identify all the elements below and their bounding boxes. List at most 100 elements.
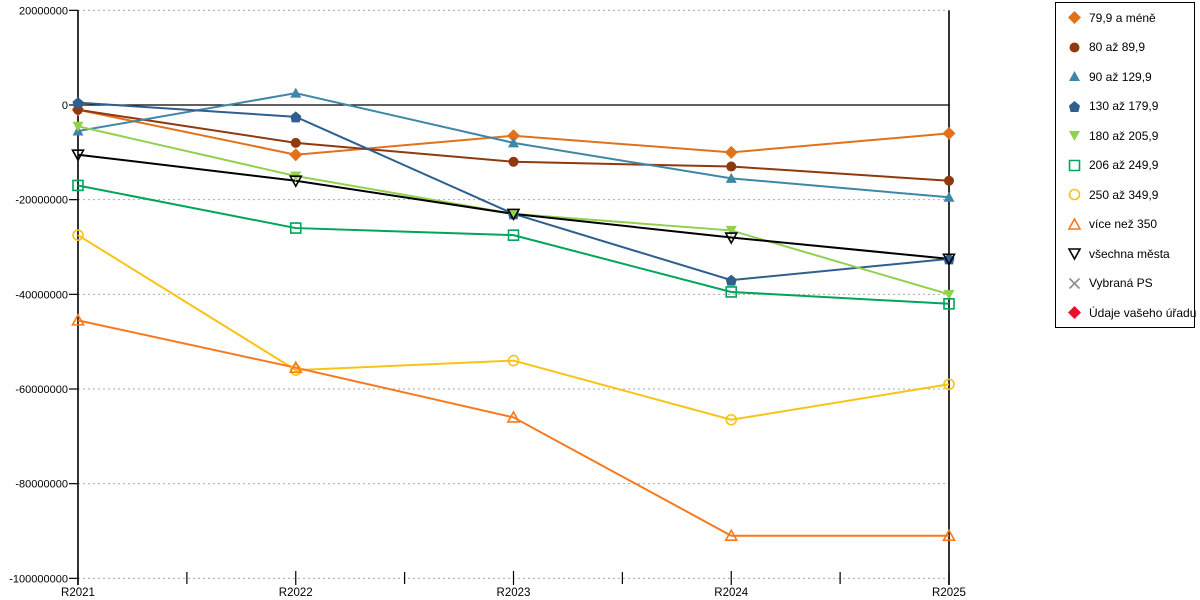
data-point-marker xyxy=(290,87,302,98)
data-point-marker xyxy=(725,286,738,298)
data-point-marker xyxy=(72,121,84,132)
y-axis-label: -80000000 xyxy=(15,479,68,491)
x-axis-label: R2024 xyxy=(714,587,748,599)
data-point-marker xyxy=(1068,306,1081,319)
legend-label: Vybraná PS xyxy=(1089,276,1153,290)
y-axis-label: 20000000 xyxy=(19,5,68,17)
data-point-marker xyxy=(289,222,302,234)
data-point-marker xyxy=(506,410,521,423)
circle-legend-icon xyxy=(1069,42,1080,52)
triangle-down-legend-icon xyxy=(1067,248,1082,261)
data-point-marker xyxy=(1067,216,1082,230)
data-point-marker xyxy=(1069,100,1080,112)
legend-label: 79,9 a méně xyxy=(1089,10,1156,25)
y-axis-label: -60000000 xyxy=(15,384,68,396)
legend-item: Vybraná PS xyxy=(1067,276,1190,291)
data-point-marker xyxy=(506,208,521,222)
data-point-marker xyxy=(725,225,737,236)
x-axis-label: R2025 xyxy=(932,587,966,599)
data-point-marker xyxy=(942,253,956,266)
legend-label: 250 až 349,9 xyxy=(1089,187,1159,202)
data-point-marker xyxy=(725,413,738,426)
y-axis-label: 0 xyxy=(62,100,68,112)
data-point-marker xyxy=(943,378,955,391)
data-point-marker xyxy=(71,313,85,326)
data-point-marker xyxy=(508,209,519,220)
legend-item: 206 až 249,9 xyxy=(1067,158,1190,173)
data-point-marker xyxy=(1068,159,1081,171)
data-point-marker xyxy=(726,161,737,172)
legend-label: více než 350 xyxy=(1089,217,1158,231)
diamond-legend-icon xyxy=(1068,11,1081,24)
legend-label: 130 až 179,9 xyxy=(1089,99,1159,113)
diamond-legend-icon xyxy=(1068,306,1081,319)
series-line-8 xyxy=(77,153,950,260)
data-point-marker xyxy=(288,175,303,188)
y-axis-label: -100000000 xyxy=(9,573,68,585)
data-point-marker xyxy=(724,232,739,245)
legend-label: 206 až 249,9 xyxy=(1089,158,1159,172)
data-point-marker xyxy=(1067,248,1082,261)
data-point-marker xyxy=(290,137,301,148)
data-point-marker xyxy=(290,111,302,123)
legend: 79,9 a méně 80 až 89,9 90 až 129,9 130 až 1… xyxy=(1055,2,1196,328)
x-axis-label: R2023 xyxy=(497,587,531,599)
series-line-6 xyxy=(77,234,950,421)
x-axis-label: R2021 xyxy=(61,587,95,599)
circle-legend-icon xyxy=(1068,188,1081,201)
legend-item: 90 až 129,9 xyxy=(1067,69,1190,84)
legend-item: 130 až 179,9 xyxy=(1067,99,1190,114)
data-point-marker xyxy=(943,253,955,265)
legend-item: 250 až 349,9 xyxy=(1067,187,1190,202)
legend-label: všechna města xyxy=(1089,246,1170,261)
data-point-marker xyxy=(289,148,303,162)
series-line-5 xyxy=(77,184,950,305)
legend-label: Údaje vašeho úřadu xyxy=(1089,305,1197,320)
legend-item: všechna města xyxy=(1067,246,1190,261)
data-point-marker xyxy=(507,129,520,143)
data-point-marker xyxy=(1068,11,1081,24)
triangle-down-legend-icon xyxy=(1069,131,1080,141)
data-point-marker xyxy=(943,289,955,300)
data-point-marker xyxy=(508,137,519,148)
legend-label: 80 až 89,9 xyxy=(1089,40,1146,54)
data-point-marker xyxy=(72,229,84,241)
data-point-marker xyxy=(1069,42,1080,52)
data-point-marker xyxy=(507,229,520,241)
data-point-marker xyxy=(1068,277,1081,289)
x-legend-icon xyxy=(1068,277,1081,289)
series-line-7 xyxy=(77,319,949,537)
data-point-marker xyxy=(724,145,738,159)
legend-label: 180 až 205,9 xyxy=(1089,128,1159,143)
data-point-marker xyxy=(1068,188,1081,201)
triangle-up-legend-icon xyxy=(1067,216,1082,230)
triangle-up-legend-icon xyxy=(1069,71,1080,81)
data-point-marker xyxy=(725,172,737,183)
legend-item: více než 350 xyxy=(1067,216,1190,232)
data-point-marker xyxy=(71,149,85,162)
data-point-marker xyxy=(725,274,737,286)
data-point-marker xyxy=(944,175,954,186)
legend-item: Údaje vašeho úřadu xyxy=(1067,305,1196,320)
data-point-marker xyxy=(508,156,519,167)
data-point-marker xyxy=(943,297,955,310)
data-point-marker xyxy=(1069,131,1080,141)
data-point-marker xyxy=(942,126,956,140)
data-point-marker xyxy=(724,528,739,542)
y-axis-label: -40000000 xyxy=(15,289,68,301)
legend-item: 180 až 205,9 xyxy=(1067,128,1190,143)
data-point-marker xyxy=(943,191,955,202)
x-axis-label: R2022 xyxy=(279,587,313,599)
data-point-marker xyxy=(72,179,84,192)
data-point-marker xyxy=(288,360,303,373)
legend-item: 80 až 89,9 xyxy=(1067,40,1190,55)
legend-label: 90 až 129,9 xyxy=(1089,69,1152,84)
y-axis-label: -20000000 xyxy=(15,195,68,207)
data-point-marker xyxy=(72,97,84,109)
square-legend-icon xyxy=(1068,159,1081,171)
data-point-marker xyxy=(507,354,520,367)
data-point-marker xyxy=(1069,71,1080,81)
data-point-marker xyxy=(942,528,956,542)
